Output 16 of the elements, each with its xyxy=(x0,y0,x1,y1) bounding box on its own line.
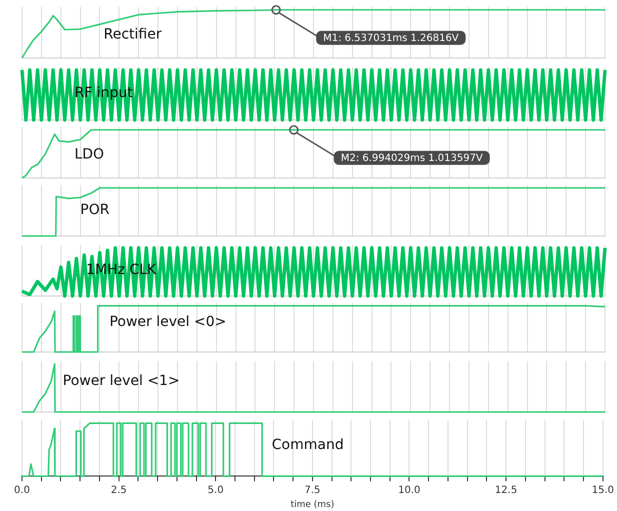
annotation: M1: 6.537031ms 1.26816V xyxy=(323,32,459,44)
x-tick-label: 2.5 xyxy=(110,484,127,496)
x-tick-label: 12.5 xyxy=(494,484,518,496)
x-tick-label: 10.0 xyxy=(398,484,420,496)
x-tick-label: 5.0 xyxy=(208,484,224,496)
x-tick-label: 0.0 xyxy=(14,484,30,496)
annotation: LDO xyxy=(74,146,104,163)
annotation: Rectifier xyxy=(104,26,162,43)
x-tick-label: 7.5 xyxy=(304,484,320,496)
annotation: Power level <0> xyxy=(109,314,226,330)
annotation: POR xyxy=(80,202,110,218)
annotation: Command xyxy=(272,436,344,453)
x-axis-title: time (ms) xyxy=(290,500,334,510)
x-tick-label: 15.0 xyxy=(592,484,614,496)
annotation: Power level <1> xyxy=(62,373,180,390)
annotation: M2: 6.994029ms 1.013597V xyxy=(340,152,483,164)
